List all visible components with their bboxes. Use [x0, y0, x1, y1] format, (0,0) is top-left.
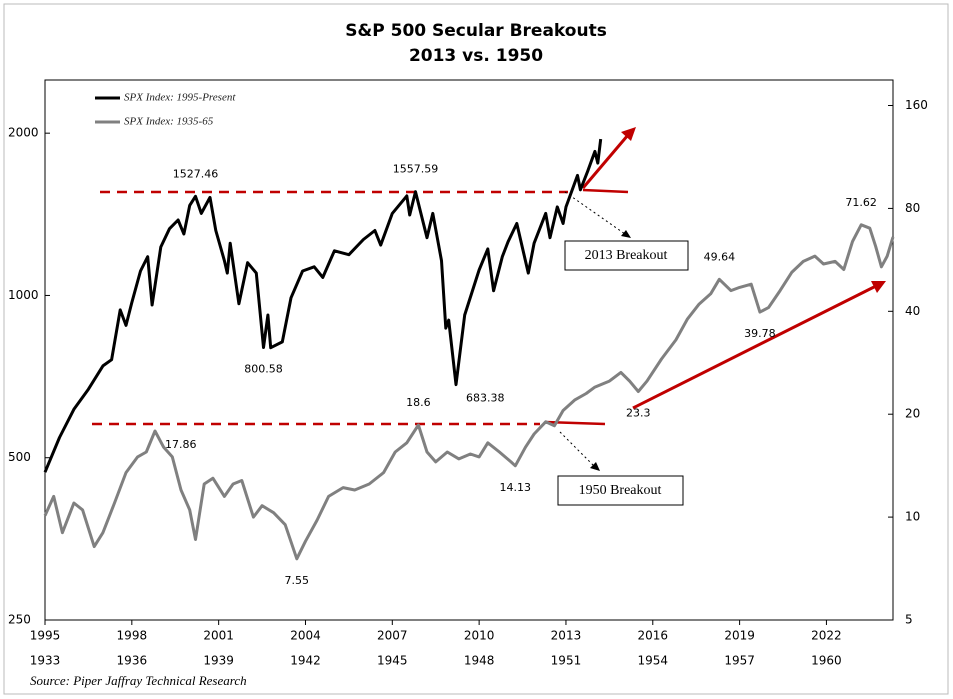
x2-tick-label: 1960: [811, 654, 842, 668]
data-label: 23.3: [626, 407, 651, 420]
x-tick-label: 2001: [203, 629, 234, 643]
x2-tick-label: 1957: [724, 654, 755, 668]
y-tick-label: 1000: [8, 288, 39, 302]
data-label: 683.38: [466, 392, 505, 405]
data-label: 1527.46: [173, 167, 219, 180]
x-tick-label: 2007: [377, 629, 408, 643]
x2-tick-label: 1933: [30, 654, 61, 668]
data-label: 17.86: [165, 438, 197, 451]
data-label: 7.55: [285, 574, 310, 587]
x2-tick-label: 1939: [203, 654, 234, 668]
callout-text: 2013 Breakout: [585, 248, 668, 263]
x2-tick-label: 1954: [638, 654, 669, 668]
data-label: 1557.59: [393, 163, 439, 176]
x-tick-label: 2010: [464, 629, 495, 643]
plot-area: [44, 79, 894, 621]
x-tick-label: 2022: [811, 629, 842, 643]
arrow-head: [871, 281, 886, 293]
legend-label: SPX Index: 1995-Present: [124, 92, 236, 104]
y2-tick-label: 160: [905, 98, 928, 112]
series-line: [43, 223, 895, 561]
y2-tick-label: 20: [905, 407, 920, 421]
data-label: 800.58: [244, 363, 283, 376]
source: Source: Piper Jaffray Technical Research: [30, 673, 247, 688]
data-label: 39.78: [744, 327, 776, 340]
x-tick-label: 1995: [30, 629, 61, 643]
x2-tick-label: 1945: [377, 654, 408, 668]
chart-subtitle: 2013 vs. 1950: [409, 46, 543, 66]
x-tick-label: 2004: [290, 629, 321, 643]
series-line: [43, 138, 603, 473]
arrow-head: [621, 230, 631, 238]
y-tick-label: 250: [8, 613, 31, 627]
x2-tick-label: 1948: [464, 654, 495, 668]
legend-label: SPX Index: 1935-65: [124, 116, 214, 128]
x-tick-label: 2019: [724, 629, 755, 643]
data-label: 49.64: [704, 250, 736, 263]
x2-tick-label: 1936: [117, 654, 148, 668]
y2-tick-label: 80: [905, 201, 920, 215]
breakout-line: [582, 188, 629, 194]
callout-arrow: [564, 191, 626, 235]
y-tick-label: 500: [8, 450, 31, 464]
x2-tick-label: 1942: [290, 654, 321, 668]
y2-tick-label: 10: [905, 510, 920, 524]
chart-title: S&P 500 Secular Breakouts: [345, 21, 607, 41]
callout-box: [557, 475, 684, 506]
x-tick-label: 2013: [551, 629, 582, 643]
arrow-head: [621, 127, 636, 141]
callout-text: 1950 Breakout: [579, 483, 662, 498]
arrow-head: [590, 462, 600, 471]
y2-tick-label: 5: [905, 613, 913, 627]
y2-tick-label: 40: [905, 304, 920, 318]
callouts: 2013 Breakout 1950 Breakout: [557, 191, 689, 506]
y-tick-label: 2000: [8, 126, 39, 140]
x2-tick-label: 1951: [551, 654, 582, 668]
trend-arrow: [632, 284, 877, 410]
frame: [3, 3, 949, 695]
callout-box: [564, 240, 689, 271]
data-label: 71.62: [845, 196, 877, 209]
x-tick-label: 2016: [638, 629, 669, 643]
trend-arrow: [581, 134, 630, 189]
callout-arrow: [559, 431, 595, 467]
x-tick-label: 1998: [117, 629, 148, 643]
data-label: 18.6: [406, 396, 431, 409]
data-label: 14.13: [500, 481, 532, 494]
